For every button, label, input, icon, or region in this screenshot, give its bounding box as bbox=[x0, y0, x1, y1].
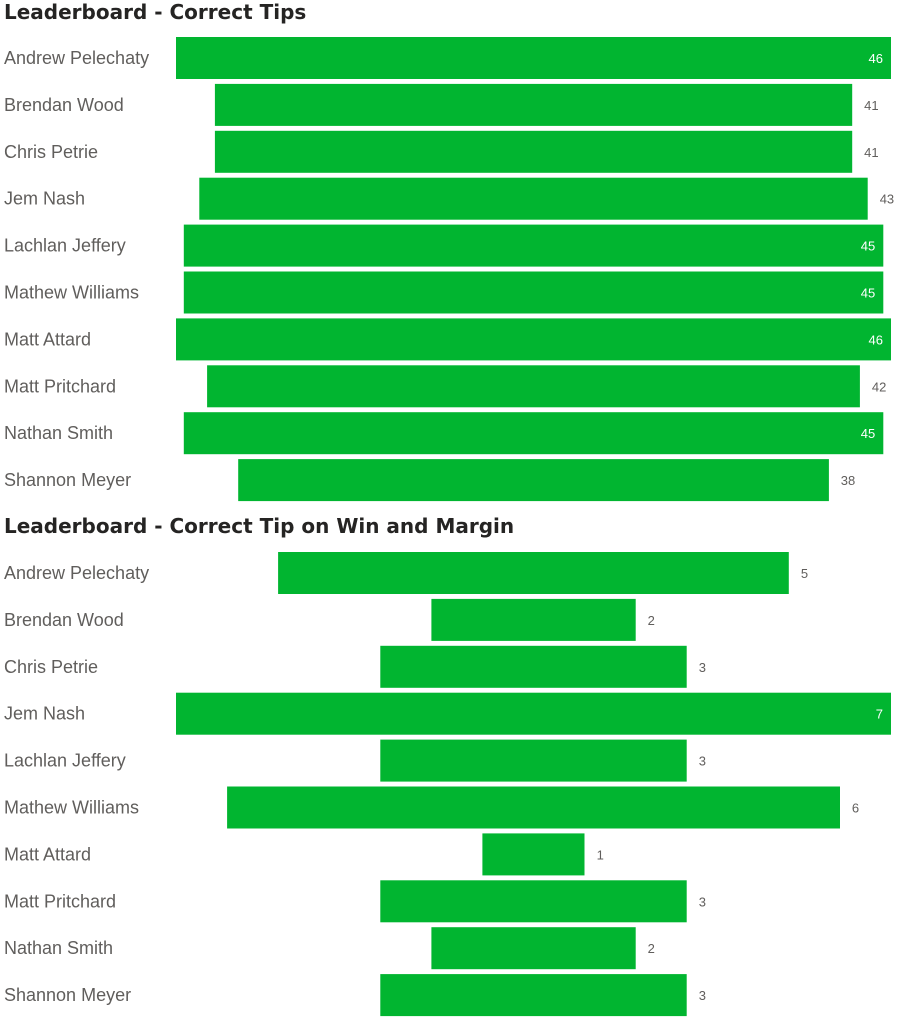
data-label-brendan-wood: 2 bbox=[648, 613, 655, 628]
category-label-lachlan-jeffery: Lachlan Jeffery bbox=[4, 236, 126, 256]
bar-jem-nash[interactable] bbox=[176, 692, 891, 735]
chart-title: Leaderboard - Correct Tip on Win and Mar… bbox=[4, 514, 515, 538]
data-label-mathew-williams: 45 bbox=[861, 286, 875, 301]
bar-nathan-smith[interactable] bbox=[183, 412, 884, 455]
category-label-jem-nash: Jem Nash bbox=[4, 189, 85, 209]
bar-chris-petrie[interactable] bbox=[380, 645, 687, 688]
bar-nathan-smith[interactable] bbox=[431, 927, 636, 970]
category-label-nathan-smith: Nathan Smith bbox=[4, 938, 113, 958]
data-label-shannon-meyer: 3 bbox=[699, 988, 706, 1003]
category-label-mathew-williams: Mathew Williams bbox=[4, 283, 139, 303]
category-label-mathew-williams: Mathew Williams bbox=[4, 798, 139, 818]
bar-mathew-williams[interactable] bbox=[227, 786, 841, 829]
category-label-shannon-meyer: Shannon Meyer bbox=[4, 985, 131, 1005]
data-label-andrew-pelechaty: 5 bbox=[801, 566, 808, 581]
data-label-andrew-pelechaty: 46 bbox=[869, 51, 883, 66]
win-margin-plot: Andrew Pelechaty 5 Brendan Wood 2 Chris Petr… bbox=[4, 552, 891, 1017]
bar-lachlan-jeffery[interactable] bbox=[380, 739, 687, 782]
bar-matt-pritchard[interactable] bbox=[207, 365, 860, 408]
bar-andrew-pelechaty[interactable] bbox=[278, 552, 789, 594]
bar-andrew-pelechaty[interactable] bbox=[176, 37, 891, 79]
data-label-brendan-wood: 41 bbox=[864, 98, 878, 113]
bar-chris-petrie[interactable] bbox=[214, 130, 853, 173]
data-label-matt-attard: 46 bbox=[869, 332, 883, 347]
category-label-brendan-wood: Brendan Wood bbox=[4, 95, 124, 115]
correct-tips-plot: Andrew Pelechaty 46 Brendan Wood 41 Chris Pe… bbox=[4, 37, 894, 502]
bar-brendan-wood[interactable] bbox=[214, 83, 853, 126]
win-margin-chart: Leaderboard - Correct Tip on Win and Mar… bbox=[0, 514, 911, 1024]
category-label-lachlan-jeffery: Lachlan Jeffery bbox=[4, 751, 126, 771]
bar-jem-nash[interactable] bbox=[199, 177, 868, 220]
category-label-nathan-smith: Nathan Smith bbox=[4, 423, 113, 443]
data-label-jem-nash: 43 bbox=[880, 192, 894, 207]
bar-shannon-meyer[interactable] bbox=[238, 459, 829, 502]
category-label-matt-pritchard: Matt Pritchard bbox=[4, 376, 116, 396]
bar-matt-attard[interactable] bbox=[482, 833, 585, 876]
correct-tips-chart: Leaderboard - Correct Tips Andrew Pelech… bbox=[0, 0, 911, 510]
category-label-matt-pritchard: Matt Pritchard bbox=[4, 891, 116, 911]
data-label-chris-petrie: 41 bbox=[864, 145, 878, 160]
data-label-mathew-williams: 6 bbox=[852, 801, 859, 816]
data-label-matt-pritchard: 3 bbox=[699, 894, 706, 909]
data-label-lachlan-jeffery: 45 bbox=[861, 239, 875, 254]
category-label-andrew-pelechaty: Andrew Pelechaty bbox=[4, 48, 149, 68]
category-label-andrew-pelechaty: Andrew Pelechaty bbox=[4, 563, 149, 583]
category-label-matt-attard: Matt Attard bbox=[4, 844, 91, 864]
data-label-matt-pritchard: 42 bbox=[872, 379, 886, 394]
bar-lachlan-jeffery[interactable] bbox=[183, 224, 884, 267]
data-label-shannon-meyer: 38 bbox=[841, 473, 855, 488]
chart-title: Leaderboard - Correct Tips bbox=[4, 0, 307, 24]
data-label-lachlan-jeffery: 3 bbox=[699, 754, 706, 769]
category-label-matt-attard: Matt Attard bbox=[4, 329, 91, 349]
bar-brendan-wood[interactable] bbox=[431, 598, 636, 641]
bar-matt-pritchard[interactable] bbox=[380, 880, 687, 923]
data-label-matt-attard: 1 bbox=[597, 847, 604, 862]
data-label-nathan-smith: 2 bbox=[648, 941, 655, 956]
category-label-jem-nash: Jem Nash bbox=[4, 704, 85, 724]
bar-matt-attard[interactable] bbox=[176, 318, 891, 361]
category-label-chris-petrie: Chris Petrie bbox=[4, 657, 98, 677]
bar-mathew-williams[interactable] bbox=[183, 271, 884, 314]
data-label-jem-nash: 7 bbox=[876, 707, 883, 722]
category-label-brendan-wood: Brendan Wood bbox=[4, 610, 124, 630]
bar-shannon-meyer[interactable] bbox=[380, 974, 687, 1017]
category-label-chris-petrie: Chris Petrie bbox=[4, 142, 98, 162]
data-label-nathan-smith: 45 bbox=[861, 426, 875, 441]
category-label-shannon-meyer: Shannon Meyer bbox=[4, 470, 131, 490]
data-label-chris-petrie: 3 bbox=[699, 660, 706, 675]
